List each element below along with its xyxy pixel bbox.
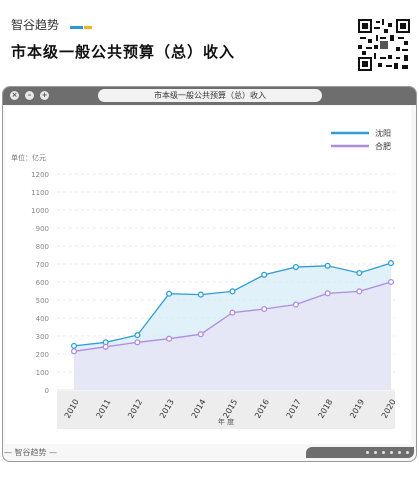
y-tick-label: 1100 <box>31 189 49 197</box>
y-tick-label: 400 <box>36 315 49 323</box>
data-point <box>324 262 331 269</box>
chart-window: × – + 市本级一般公共预算（总）收入 0 100 200 300 400 500 600… <box>2 86 417 462</box>
footer-dot <box>366 451 369 454</box>
y-tick-label: 300 <box>36 333 49 341</box>
y-tick-label: 800 <box>36 243 49 251</box>
brand-bar-yellow <box>84 26 92 29</box>
data-point <box>356 288 363 295</box>
y-tick-label: 100 <box>36 369 49 377</box>
y-tick-label: 600 <box>36 279 49 287</box>
data-point <box>356 269 363 277</box>
brand-color-bars <box>70 26 92 29</box>
legend-label: 合肥 <box>375 141 391 151</box>
data-point <box>197 331 204 338</box>
series-area-2 <box>74 282 391 390</box>
data-point <box>166 290 173 297</box>
data-point <box>387 260 395 267</box>
data-point <box>324 290 331 297</box>
footer-brand-label: 智谷趋势 <box>14 448 47 457</box>
close-icon[interactable]: × <box>10 91 19 100</box>
data-point <box>70 348 78 355</box>
x-axis-label: 年 度 <box>218 417 234 426</box>
footer-dot <box>390 451 393 454</box>
data-point <box>387 278 395 286</box>
y-tick-label: 200 <box>36 351 49 359</box>
zoom-icon[interactable]: + <box>40 91 49 100</box>
window-titlebar: × – + 市本级一般公共预算（总）收入 <box>3 87 416 105</box>
y-tick-label: 700 <box>36 261 49 269</box>
footer-dot <box>398 451 401 454</box>
data-point <box>261 271 268 278</box>
y-tick-label: 1000 <box>31 207 49 215</box>
minimize-icon[interactable]: – <box>25 91 34 100</box>
y-unit-label: 单位：亿元 <box>11 153 46 162</box>
data-point <box>261 305 268 313</box>
y-tick-label: 900 <box>36 225 49 233</box>
x-axis-band <box>57 391 395 429</box>
window-footer-tab <box>306 447 414 458</box>
y-tick-label: 500 <box>36 297 49 305</box>
qr-code[interactable] <box>358 19 410 71</box>
chart-svg: 0 100 200 300 400 500 600 700 800 900 1000 1100 1200… <box>11 128 398 429</box>
chart-area: 0 100 200 300 400 500 600 700 800 900 1000 1100 1200… <box>5 106 411 444</box>
data-point <box>134 339 141 346</box>
legend-label: 沈阳 <box>375 128 391 138</box>
data-point <box>292 301 299 308</box>
data-point <box>229 288 236 295</box>
footer-dot <box>374 451 377 454</box>
y-tick-label: 0 <box>45 387 49 395</box>
data-point <box>197 291 204 298</box>
data-point <box>70 342 78 349</box>
footer-brand: — 智谷趋势 — <box>4 448 58 457</box>
data-point <box>229 309 236 316</box>
brand-logo-text: 智谷趋势 <box>11 18 60 32</box>
y-tick-label: 1200 <box>31 171 49 179</box>
page-headline: 市本级一般公共预算（总）收入 <box>11 43 236 61</box>
footer-dot <box>382 451 385 454</box>
footer-dot <box>406 451 409 454</box>
window-title: 市本级一般公共预算（总）收入 <box>98 89 322 102</box>
data-point <box>292 264 299 271</box>
data-point <box>166 335 173 342</box>
data-point <box>102 343 109 350</box>
data-point <box>134 332 141 339</box>
brand-bar-blue <box>70 26 83 29</box>
